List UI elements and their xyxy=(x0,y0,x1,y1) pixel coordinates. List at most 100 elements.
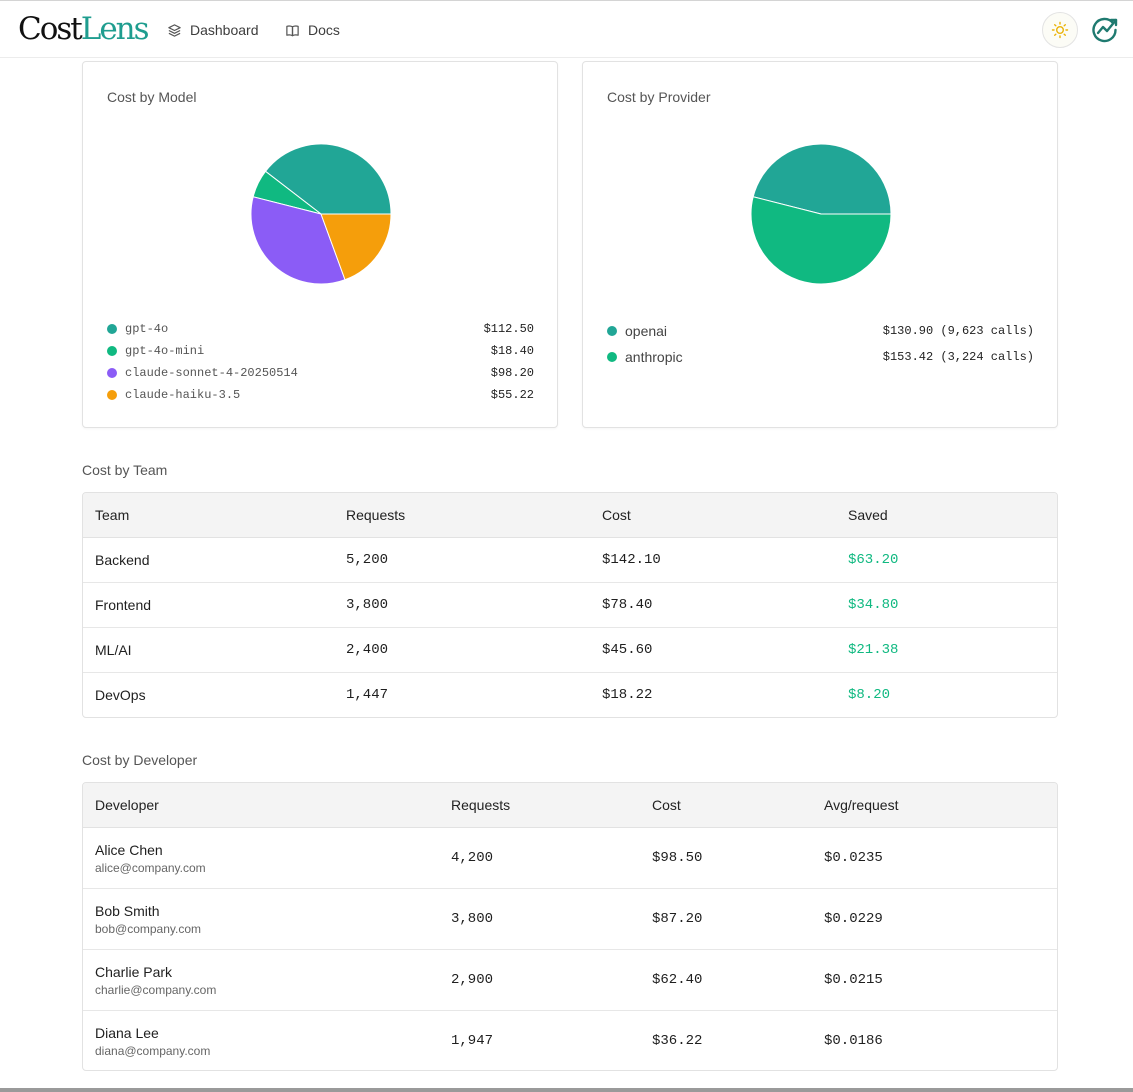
nav-dashboard-label: Dashboard xyxy=(190,22,259,38)
legend-label: claude-haiku-3.5 xyxy=(125,388,241,402)
logo-text-lens: Lens xyxy=(80,11,150,47)
pie-slice-claude-haiku-3-5[interactable] xyxy=(320,213,392,281)
legend-item: claude-haiku-3.5 $55.22 xyxy=(107,384,534,406)
developer-email: charlie@company.com xyxy=(95,983,217,997)
legend-label: gpt-4o-mini xyxy=(125,344,205,358)
legend-item: openai $130.90 (9,623 calls) xyxy=(607,320,1034,342)
legend-value: $55.22 xyxy=(490,388,534,402)
nav-dashboard[interactable]: Dashboard xyxy=(167,19,259,41)
developer-table: Developer Requests Cost Avg/request Alic… xyxy=(82,782,1058,1071)
column-header[interactable]: Cost xyxy=(602,507,631,523)
legend-item: gpt-4o-mini $18.40 xyxy=(107,340,534,362)
legend-value: $112.50 xyxy=(483,322,534,336)
developer-name: Alice Chen xyxy=(95,842,163,858)
avg-cell: $0.0235 xyxy=(824,850,883,866)
requests-cell: 1,447 xyxy=(346,687,389,703)
legend-value: $18.40 xyxy=(490,344,534,358)
avg-cell: $0.0186 xyxy=(824,1033,883,1049)
cost-cell: $87.20 xyxy=(652,911,703,927)
avg-cell: $0.0229 xyxy=(824,911,883,927)
avg-cell: $0.0215 xyxy=(824,972,883,988)
table-row[interactable]: DevOps 1,447 $18.22 $8.20 xyxy=(83,673,1057,717)
saved-cell: $34.80 xyxy=(848,597,899,613)
legend-value: $153.42 (3,224 calls) xyxy=(882,350,1034,364)
table-header: Team Requests Cost Saved xyxy=(83,493,1057,538)
table-header: Developer Requests Cost Avg/request xyxy=(83,783,1057,828)
requests-cell: 4,200 xyxy=(451,850,494,866)
table-row[interactable]: Frontend 3,800 $78.40 $34.80 xyxy=(83,583,1057,628)
legend-item: gpt-4o $112.50 xyxy=(107,318,534,340)
sun-icon xyxy=(1051,21,1069,39)
pie-slice-anthropic[interactable] xyxy=(750,196,892,285)
cost-cell: $62.40 xyxy=(652,972,703,988)
app-logo[interactable]: CostLens xyxy=(18,10,150,48)
book-icon xyxy=(286,24,299,36)
cost-cell: $18.22 xyxy=(602,687,653,703)
cost-by-model-card: Cost by Model gpt-4o $112.50 gpt-4o-mini… xyxy=(82,61,558,428)
chart-logo-icon[interactable] xyxy=(1091,15,1119,43)
requests-cell: 5,200 xyxy=(346,552,389,568)
theme-toggle-button[interactable] xyxy=(1042,12,1078,48)
column-header[interactable]: Cost xyxy=(652,797,681,813)
section-title-developer: Cost by Developer xyxy=(82,752,198,768)
team-name: DevOps xyxy=(95,687,146,703)
legend-label: gpt-4o xyxy=(125,322,169,336)
section-title-team: Cost by Team xyxy=(82,462,168,478)
team-name: Frontend xyxy=(95,597,152,613)
card-title: Cost by Model xyxy=(107,89,197,105)
team-table: Team Requests Cost Saved Backend 5,200 $… xyxy=(82,492,1058,718)
column-header[interactable]: Avg/request xyxy=(824,797,899,813)
column-header[interactable]: Requests xyxy=(346,507,406,523)
cost-cell: $98.50 xyxy=(652,850,703,866)
legend-dot xyxy=(107,324,117,334)
team-name: Backend xyxy=(95,552,150,568)
model-pie-chart xyxy=(250,143,392,285)
logo-text-cost: Cost xyxy=(18,11,83,47)
team-name: ML/AI xyxy=(95,642,132,658)
legend-dot xyxy=(607,326,617,336)
column-header[interactable]: Developer xyxy=(95,797,159,813)
legend-label: anthropic xyxy=(625,349,683,365)
pie-slice-claude-sonnet-4-20250514[interactable] xyxy=(250,196,346,285)
legend-value: $130.90 (9,623 calls) xyxy=(882,324,1034,338)
column-header[interactable]: Team xyxy=(95,507,130,523)
pie-slice-gpt-4o[interactable] xyxy=(264,143,392,215)
saved-cell: $8.20 xyxy=(848,687,891,703)
developer-name: Bob Smith xyxy=(95,903,160,919)
table-row[interactable]: Alice Chen alice@company.com 4,200 $98.5… xyxy=(83,828,1057,889)
table-row[interactable]: Diana Lee diana@company.com 1,947 $36.22… xyxy=(83,1011,1057,1070)
developer-email: diana@company.com xyxy=(95,1044,211,1058)
table-row[interactable]: Charlie Park charlie@company.com 2,900 $… xyxy=(83,950,1057,1011)
legend-dot xyxy=(107,346,117,356)
layers-icon xyxy=(168,23,181,37)
table-row[interactable]: Bob Smith bob@company.com 3,800 $87.20 $… xyxy=(83,889,1057,950)
column-header[interactable]: Saved xyxy=(848,507,888,523)
nav-docs[interactable]: Docs xyxy=(285,19,340,41)
developer-email: bob@company.com xyxy=(95,922,202,936)
column-header[interactable]: Requests xyxy=(451,797,511,813)
cost-cell: $45.60 xyxy=(602,642,653,658)
horizontal-scrollbar[interactable] xyxy=(0,1088,1133,1092)
nav-docs-label: Docs xyxy=(308,22,340,38)
requests-cell: 1,947 xyxy=(451,1033,494,1049)
legend-value: $98.20 xyxy=(490,366,534,380)
legend-item: claude-sonnet-4-20250514 $98.20 xyxy=(107,362,534,384)
requests-cell: 3,800 xyxy=(451,911,494,927)
pie-slice-openai[interactable] xyxy=(752,143,892,215)
cost-cell: $78.40 xyxy=(602,597,653,613)
developer-name: Charlie Park xyxy=(95,964,173,980)
developer-email: alice@company.com xyxy=(95,861,206,875)
provider-pie-chart xyxy=(750,143,892,285)
table-row[interactable]: Backend 5,200 $142.10 $63.20 xyxy=(83,538,1057,583)
legend-item: anthropic $153.42 (3,224 calls) xyxy=(607,346,1034,368)
requests-cell: 3,800 xyxy=(346,597,389,613)
cost-by-provider-card: Cost by Provider openai $130.90 (9,623 c… xyxy=(582,61,1058,428)
saved-cell: $21.38 xyxy=(848,642,899,658)
legend-dot xyxy=(107,368,117,378)
saved-cell: $63.20 xyxy=(848,552,899,568)
card-title: Cost by Provider xyxy=(607,89,711,105)
legend-dot xyxy=(607,352,617,362)
top-nav: CostLens Dashboard Docs xyxy=(0,0,1133,58)
table-row[interactable]: ML/AI 2,400 $45.60 $21.38 xyxy=(83,628,1057,673)
cost-cell: $142.10 xyxy=(602,552,661,568)
